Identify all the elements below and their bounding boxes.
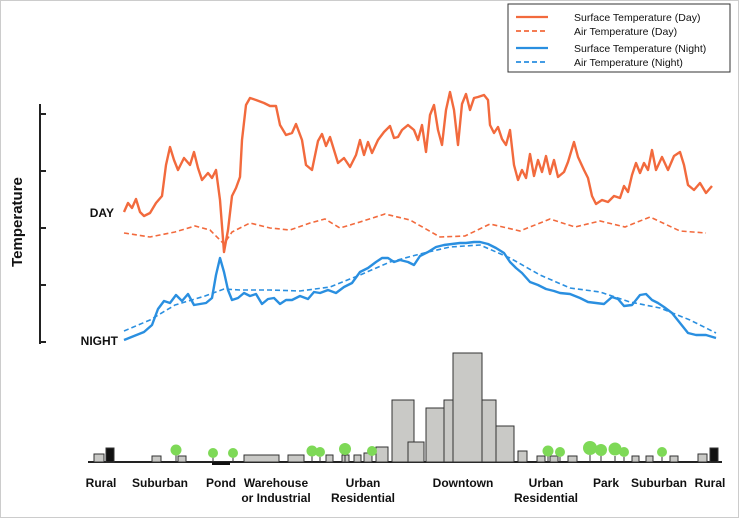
zone-label-suburban-west: Suburban — [132, 476, 188, 490]
tree-icon — [619, 447, 629, 462]
tree-icon — [542, 445, 554, 462]
tree-icon — [583, 441, 597, 462]
zone-label-urban-res-east-line2: Residential — [514, 491, 578, 505]
pond — [212, 462, 230, 465]
tree-icon — [306, 445, 318, 462]
house-urban-3 — [353, 454, 362, 463]
tree-icon — [608, 442, 622, 462]
tree-icon — [170, 444, 182, 462]
legend-label-surface-day: Surface Temperature (Day) — [574, 12, 700, 24]
zone-label-urban-res-west-line2: Residential — [331, 491, 395, 505]
zone-label-urban-res-east-line1: Urban — [529, 476, 564, 490]
tower-downtown-4 — [481, 399, 497, 463]
zone-label-downtown: Downtown — [433, 476, 494, 490]
tree-icon — [208, 448, 218, 462]
day-label: DAY — [90, 206, 114, 220]
tree-icon — [367, 446, 377, 462]
house-urban-east-4 — [567, 455, 578, 463]
tree-icon — [339, 443, 351, 462]
zone-label-warehouse-line2: or Industrial — [241, 491, 310, 505]
tower-downtown-5 — [495, 425, 515, 463]
house-suburban-2 — [177, 455, 187, 463]
building-rural-right — [697, 453, 708, 463]
warehouse-1 — [243, 454, 280, 463]
warehouse-2 — [287, 454, 305, 463]
house-suburban-east-3 — [669, 455, 679, 463]
tree-icon — [595, 444, 607, 462]
y-axis-label: Temperature — [9, 177, 26, 267]
building-rural-left — [93, 453, 105, 463]
trees — [170, 441, 667, 462]
tree-icon — [657, 447, 667, 462]
buildings — [93, 352, 719, 463]
zone-labels: Rural Suburban Pond Warehouse or Industr… — [86, 476, 726, 505]
zone-label-park: Park — [593, 476, 619, 490]
building-urban-5 — [375, 446, 389, 463]
curve-surface-night — [123, 240, 717, 342]
tower-downtown-2 — [425, 407, 445, 463]
building-urban-east-1 — [517, 450, 528, 463]
house-suburban-east-2 — [645, 455, 654, 463]
night-label: NIGHT — [81, 334, 119, 348]
building-rural-left-dark — [105, 447, 115, 463]
curve-air-night — [123, 244, 717, 334]
tower-downtown-tallest — [452, 352, 483, 463]
building-rural-right-dark — [709, 447, 719, 463]
legend: Surface Temperature (Day) Air Temperatur… — [507, 3, 731, 73]
house-suburban-east-1 — [631, 455, 640, 463]
house-urban-east-3 — [549, 455, 559, 463]
legend-label-air-night: Air Temperature (Night) — [574, 57, 683, 69]
curve-air-day — [123, 213, 707, 246]
house-urban-east-2 — [536, 455, 546, 463]
house-urban-1 — [325, 454, 334, 463]
legend-box — [507, 3, 731, 73]
zone-label-urban-res-west-line1: Urban — [346, 476, 381, 490]
building-downtown-low — [407, 441, 425, 463]
zone-label-suburban-east: Suburban — [631, 476, 687, 490]
zone-label-rural-west: Rural — [86, 476, 117, 490]
tree-icon — [228, 448, 238, 462]
tree-icon — [555, 447, 565, 462]
zone-label-warehouse-line1: Warehouse — [244, 476, 309, 490]
legend-label-air-day: Air Temperature (Day) — [574, 26, 677, 38]
tree-icon — [315, 447, 325, 462]
curve-surface-day — [122, 90, 713, 254]
y-axis — [39, 104, 46, 344]
zone-label-rural-east: Rural — [695, 476, 726, 490]
zone-label-pond: Pond — [206, 476, 236, 490]
house-suburban-1 — [151, 455, 162, 463]
legend-label-surface-night: Surface Temperature (Night) — [574, 43, 706, 55]
